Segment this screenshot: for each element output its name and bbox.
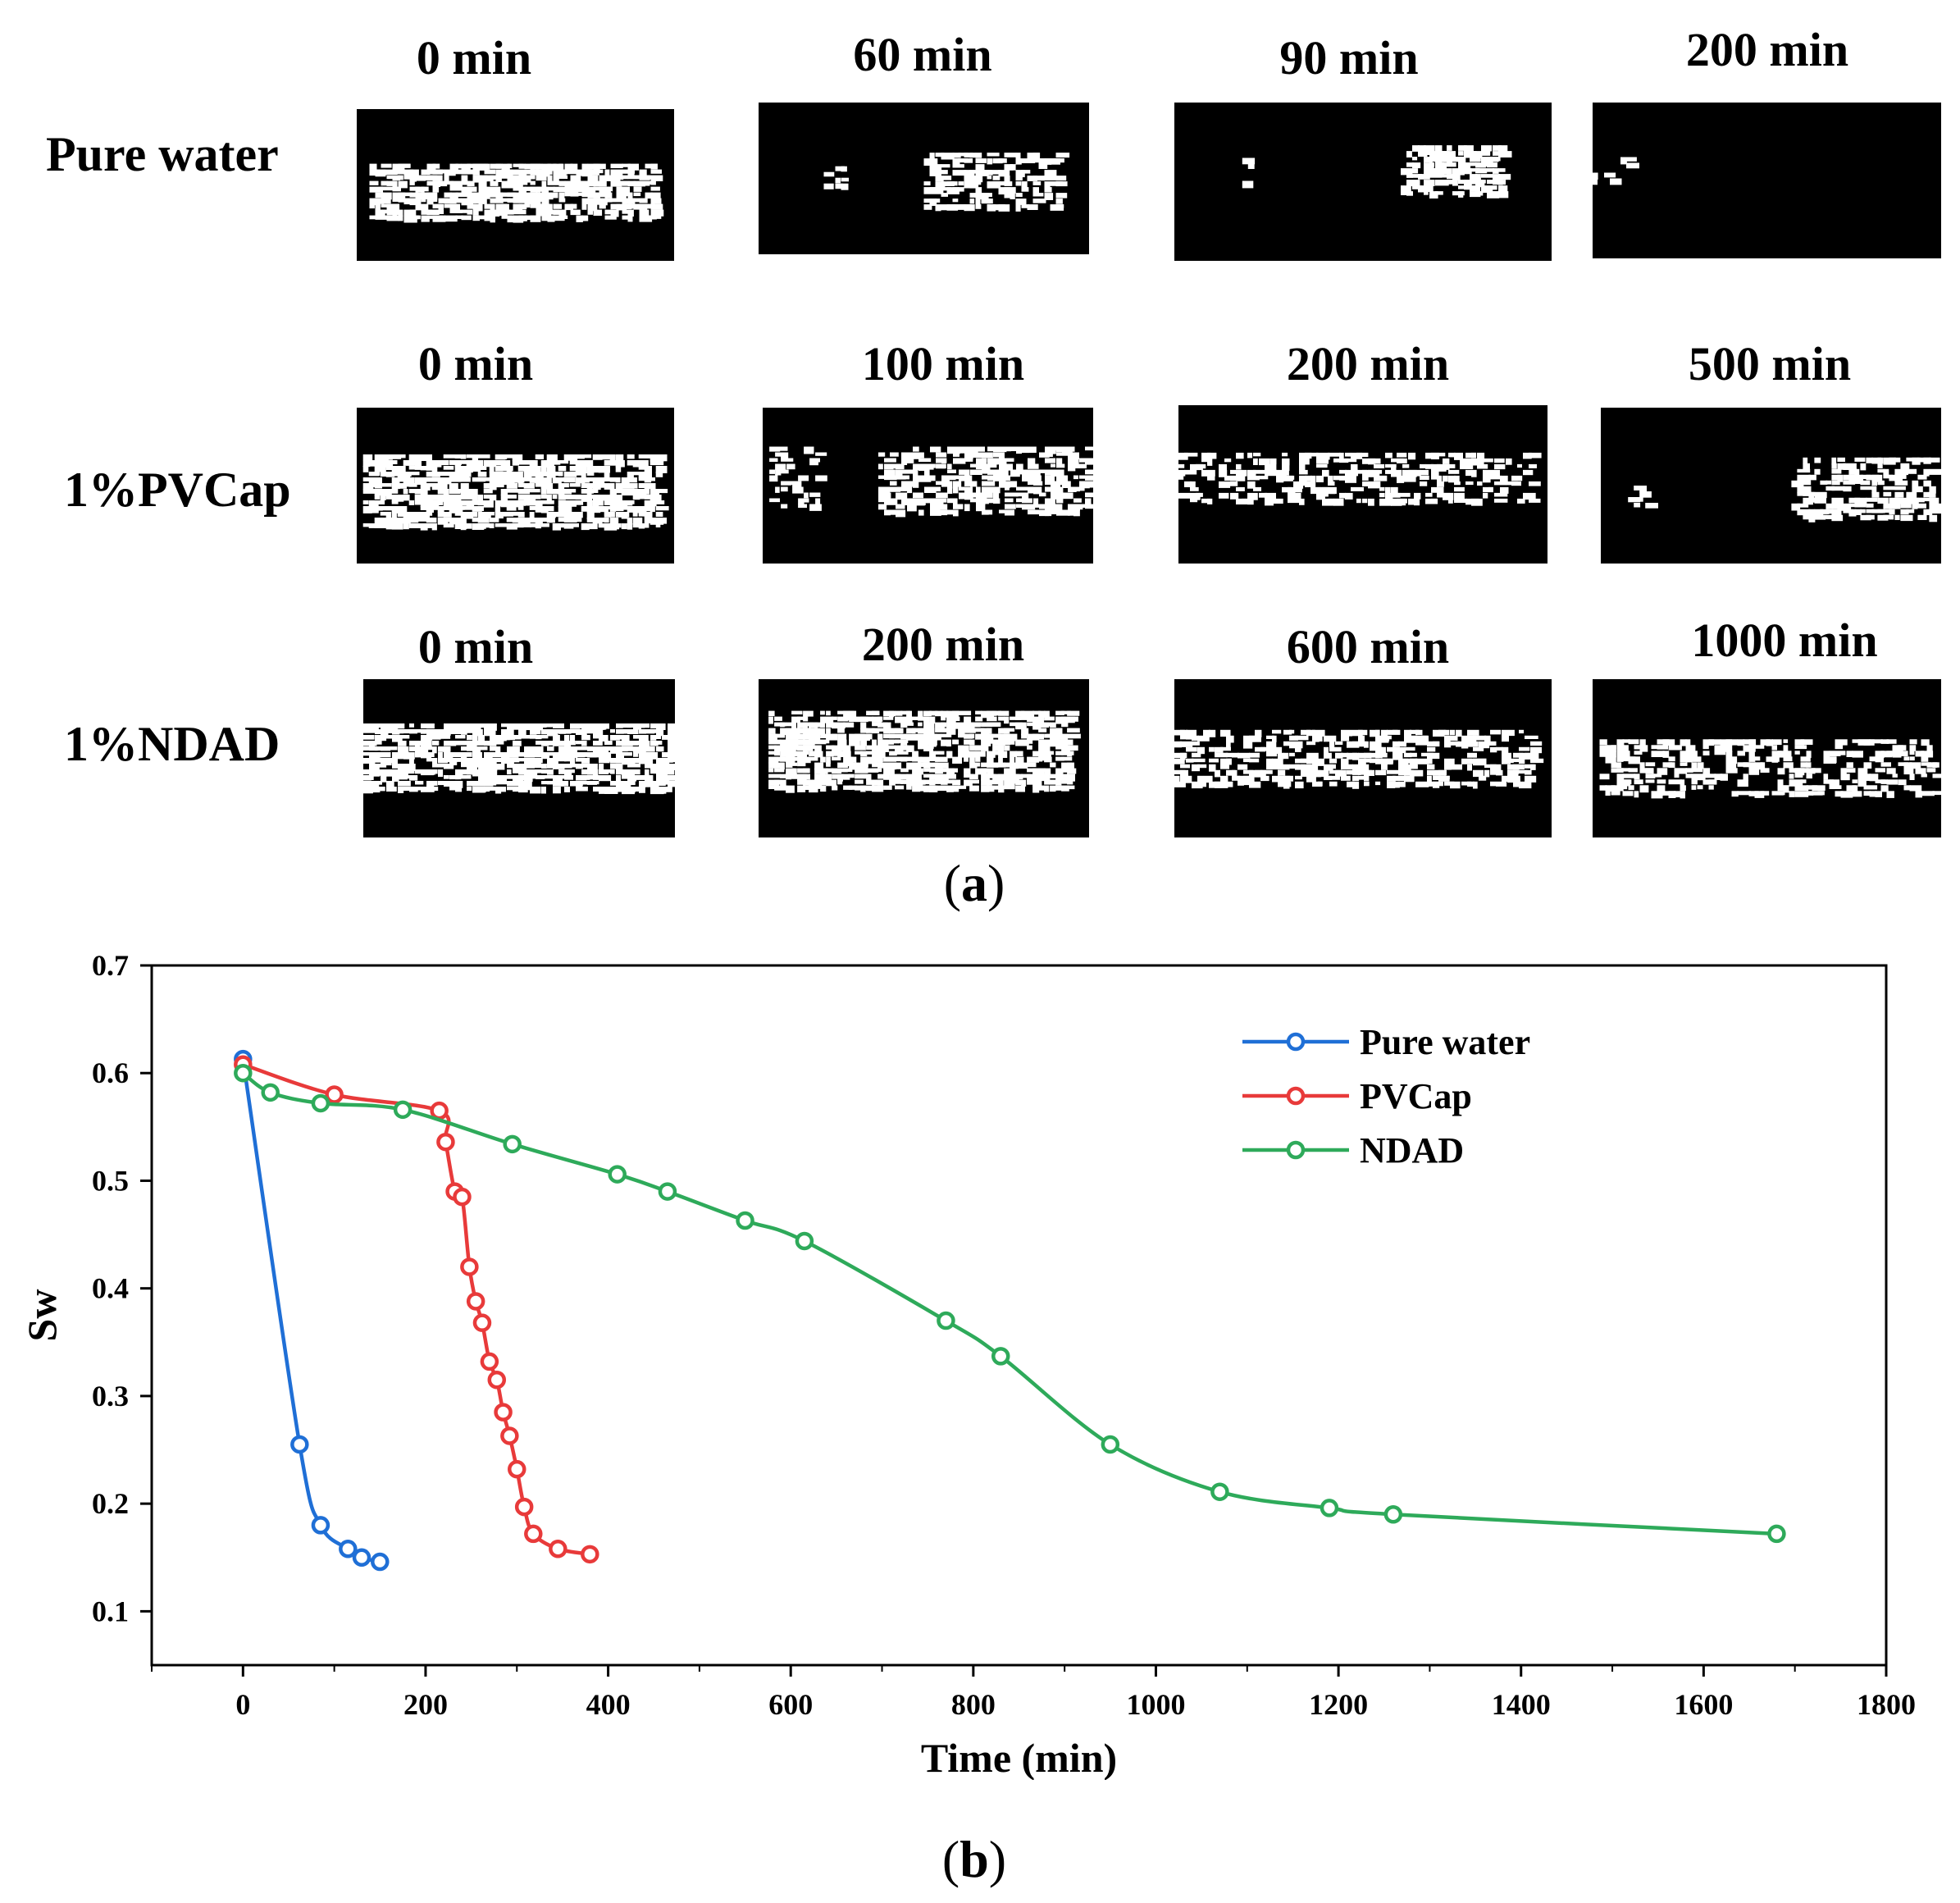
data-point-ndad — [608, 1165, 627, 1184]
data-point-ndad — [1383, 1505, 1403, 1524]
hydrate-image — [357, 408, 674, 564]
hydrate-image — [1178, 405, 1547, 564]
data-point-ndad — [261, 1083, 280, 1102]
data-point-ndad — [1210, 1482, 1229, 1501]
data-point-pvcap — [494, 1403, 513, 1422]
hydrate-image — [357, 109, 674, 261]
x-axis-title: Time (min) — [921, 1735, 1117, 1780]
hydrate-image — [1174, 679, 1552, 837]
time-label: 200 min — [1685, 23, 1849, 76]
data-point-pvcap — [487, 1370, 507, 1390]
y-tick-label: 0.3 — [92, 1380, 129, 1412]
caption-a: (a) — [943, 854, 1005, 912]
x-tick-label: 400 — [586, 1688, 631, 1721]
time-label: 0 min — [417, 620, 534, 673]
data-point-pvcap — [436, 1132, 455, 1152]
time-label: 200 min — [1286, 337, 1450, 390]
data-point-ndad — [1320, 1499, 1339, 1517]
data-point-ndad — [658, 1182, 677, 1201]
data-point-pvcap — [581, 1545, 599, 1564]
y-tick-label: 0.2 — [92, 1487, 129, 1520]
x-tick-label: 600 — [768, 1688, 813, 1721]
data-point-pvcap — [472, 1313, 492, 1332]
data-point-pvcap — [524, 1524, 543, 1544]
time-label: 1000 min — [1691, 614, 1878, 667]
series-line-ndad — [241, 1071, 1777, 1536]
y-tick-label: 0.5 — [92, 1164, 129, 1197]
y-tick-label: 0.7 — [92, 949, 129, 982]
x-tick-label: 1800 — [1857, 1688, 1916, 1721]
y-axis-title: Sw — [19, 1289, 65, 1342]
data-point-ndad — [503, 1134, 522, 1154]
time-label: 0 min — [417, 337, 534, 390]
data-point-pvcap — [453, 1187, 472, 1207]
hydrate-image — [759, 679, 1089, 837]
data-point-ndad — [1767, 1524, 1786, 1544]
x-tick-label: 1000 — [1126, 1688, 1185, 1721]
data-point-pvcap — [549, 1540, 567, 1558]
row-label-pvcap: 1%PVCap — [64, 463, 291, 517]
hydrate-image — [1601, 408, 1941, 564]
plot-frame — [150, 964, 1888, 1667]
data-point-pvcap — [430, 1101, 449, 1120]
hydrate-image — [1174, 103, 1552, 261]
data-point-ndad — [795, 1231, 814, 1251]
data-point-pvcap — [325, 1085, 344, 1104]
legend-label-pvcap: PVCap — [1360, 1076, 1472, 1116]
time-label: 600 min — [1286, 620, 1450, 673]
data-point-ndad — [937, 1311, 955, 1330]
data-point-ndad — [234, 1063, 253, 1083]
data-point-pvcap — [480, 1352, 499, 1371]
data-point-pure-water — [371, 1552, 390, 1572]
x-tick-label: 1600 — [1674, 1688, 1733, 1721]
series-line-pure-water — [241, 1058, 381, 1564]
time-label: 90 min — [1279, 31, 1419, 84]
time-label: 0 min — [416, 31, 532, 84]
caption-b: (b) — [941, 1830, 1007, 1888]
data-point-pure-water — [290, 1435, 309, 1454]
hydrate-image — [759, 103, 1089, 254]
hydrate-image — [763, 408, 1093, 564]
hydrate-image — [363, 679, 675, 837]
hydrate-image — [1593, 679, 1941, 837]
hydrate-image — [1593, 103, 1941, 258]
x-tick-label: 0 — [235, 1688, 250, 1721]
data-point-ndad — [1101, 1435, 1120, 1454]
data-point-ndad — [393, 1100, 413, 1120]
data-point-pvcap — [500, 1426, 519, 1445]
data-point-pvcap — [460, 1257, 479, 1276]
data-point-pure-water — [352, 1548, 371, 1568]
legend-marker-ndad — [1286, 1140, 1306, 1160]
data-point-ndad — [311, 1093, 330, 1113]
x-tick-label: 1400 — [1492, 1688, 1551, 1721]
data-point-pure-water — [311, 1516, 330, 1535]
row-label-ndad: 1%NDAD — [64, 717, 280, 771]
time-label: 100 min — [861, 337, 1025, 390]
time-label: 60 min — [853, 28, 992, 81]
x-tick-label: 200 — [403, 1688, 448, 1721]
data-point-ndad — [991, 1347, 1010, 1366]
data-point-ndad — [736, 1211, 754, 1230]
legend-marker-pvcap — [1286, 1086, 1306, 1106]
data-point-pvcap — [508, 1459, 526, 1479]
time-label: 500 min — [1688, 337, 1852, 390]
y-tick-label: 0.1 — [92, 1595, 129, 1627]
y-tick-label: 0.6 — [92, 1056, 129, 1089]
series-line-pvcap — [242, 1062, 590, 1557]
data-point-pvcap — [514, 1497, 534, 1517]
x-tick-label: 800 — [951, 1688, 996, 1721]
legend-label-pure-water: Pure water — [1360, 1022, 1530, 1062]
sw-time-chart: 0 200 400 600 800 1000 1200 1400 1600 1800 0.1 0.2 0… — [19, 949, 1916, 1780]
x-tick-label: 1200 — [1309, 1688, 1368, 1721]
data-point-pvcap — [466, 1292, 485, 1311]
y-tick-label: 0.4 — [92, 1272, 129, 1305]
row-label-pure-water: Pure water — [46, 127, 279, 181]
legend-label-ndad: NDAD — [1360, 1130, 1464, 1171]
time-label: 200 min — [861, 618, 1025, 671]
legend-marker-pure-water — [1286, 1032, 1306, 1052]
data-point-pure-water — [339, 1540, 358, 1558]
